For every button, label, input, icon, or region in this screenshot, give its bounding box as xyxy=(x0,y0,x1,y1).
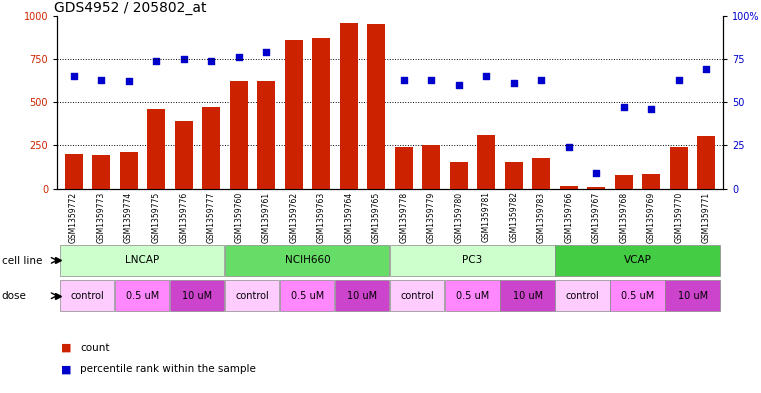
Bar xyxy=(390,245,555,276)
Text: 10 uM: 10 uM xyxy=(183,291,212,301)
Point xyxy=(645,106,658,112)
Bar xyxy=(395,147,412,189)
Bar xyxy=(335,280,390,311)
Point xyxy=(233,54,245,61)
Text: 10 uM: 10 uM xyxy=(348,291,377,301)
Bar xyxy=(533,158,550,189)
Bar xyxy=(147,109,165,189)
Text: GDS4952 / 205802_at: GDS4952 / 205802_at xyxy=(54,1,206,15)
Point xyxy=(563,144,575,150)
Bar xyxy=(225,280,279,311)
Bar xyxy=(368,24,385,189)
Bar xyxy=(202,107,220,189)
Bar xyxy=(280,280,334,311)
Text: 0.5 uM: 0.5 uM xyxy=(126,291,159,301)
Text: cell line: cell line xyxy=(2,255,42,266)
Point xyxy=(342,42,355,48)
Bar xyxy=(670,147,688,189)
Bar xyxy=(340,23,358,189)
Bar xyxy=(225,245,390,276)
Text: PC3: PC3 xyxy=(463,255,482,265)
Point xyxy=(260,49,272,55)
Point xyxy=(480,73,492,79)
Bar xyxy=(422,145,440,189)
Bar xyxy=(555,280,610,311)
Point xyxy=(95,77,107,83)
Bar xyxy=(445,280,499,311)
Bar xyxy=(230,81,247,189)
Bar xyxy=(610,280,664,311)
Point xyxy=(123,78,135,84)
Point xyxy=(618,104,630,110)
Bar xyxy=(175,121,193,189)
Bar xyxy=(60,280,114,311)
Point xyxy=(673,77,685,83)
Bar xyxy=(477,135,495,189)
Point xyxy=(150,57,162,64)
Bar xyxy=(65,154,82,189)
Bar xyxy=(505,162,523,189)
Text: dose: dose xyxy=(2,291,27,301)
Bar xyxy=(92,155,110,189)
Text: control: control xyxy=(236,291,269,301)
Point xyxy=(370,42,382,48)
Bar xyxy=(615,175,633,189)
Point xyxy=(398,77,410,83)
Bar xyxy=(60,245,224,276)
Text: 0.5 uM: 0.5 uM xyxy=(291,291,324,301)
Bar xyxy=(665,280,720,311)
Point xyxy=(700,66,712,72)
Bar xyxy=(170,280,224,311)
Text: 0.5 uM: 0.5 uM xyxy=(456,291,489,301)
Point xyxy=(425,77,438,83)
Bar xyxy=(560,186,578,189)
Text: NCIH660: NCIH660 xyxy=(285,255,330,265)
Text: LNCAP: LNCAP xyxy=(126,255,160,265)
Text: 10 uM: 10 uM xyxy=(677,291,708,301)
Text: 0.5 uM: 0.5 uM xyxy=(621,291,654,301)
Text: count: count xyxy=(80,343,110,353)
Text: ■: ■ xyxy=(61,343,72,353)
Point xyxy=(288,44,300,50)
Point xyxy=(205,57,217,64)
Point xyxy=(177,56,189,62)
Bar xyxy=(555,245,720,276)
Bar xyxy=(257,81,275,189)
Bar xyxy=(642,174,661,189)
Text: control: control xyxy=(565,291,600,301)
Point xyxy=(535,77,547,83)
Point xyxy=(508,80,520,86)
Text: ■: ■ xyxy=(61,364,72,375)
Point xyxy=(591,170,603,176)
Point xyxy=(315,44,327,50)
Bar xyxy=(500,280,555,311)
Text: VCAP: VCAP xyxy=(624,255,651,265)
Text: percentile rank within the sample: percentile rank within the sample xyxy=(80,364,256,375)
Text: control: control xyxy=(71,291,104,301)
Bar xyxy=(312,38,330,189)
Bar xyxy=(119,152,138,189)
Bar xyxy=(115,280,170,311)
Bar xyxy=(698,136,715,189)
Bar xyxy=(285,40,303,189)
Bar xyxy=(450,162,468,189)
Text: 10 uM: 10 uM xyxy=(512,291,543,301)
Bar xyxy=(587,187,605,189)
Text: control: control xyxy=(400,291,435,301)
Point xyxy=(453,82,465,88)
Bar xyxy=(390,280,444,311)
Point xyxy=(68,73,80,79)
